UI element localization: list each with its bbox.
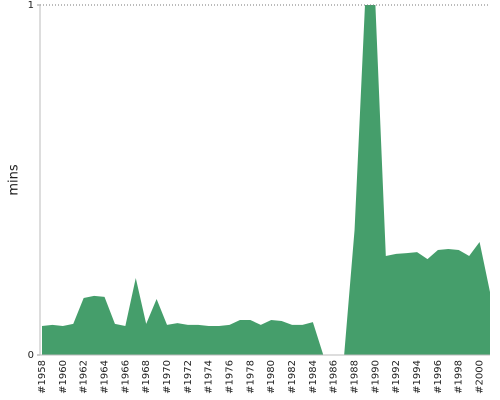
x-tick-label: #1968 — [141, 360, 152, 394]
x-tick-label: #1970 — [162, 360, 173, 394]
x-tick-label: #1962 — [79, 360, 90, 394]
x-tick-label: #1958 — [37, 360, 48, 394]
x-tick-label: #1998 — [454, 360, 465, 394]
x-tick-label: #1984 — [308, 360, 319, 394]
x-tick-label: #1964 — [100, 360, 111, 394]
y-tick-label: 1 — [28, 0, 34, 11]
x-tick-label: #1974 — [204, 360, 215, 394]
x-tick-label: #1972 — [183, 360, 194, 394]
x-tick-label: #1994 — [412, 360, 423, 394]
x-tick-label: #1966 — [120, 360, 131, 394]
x-tick-label: #1992 — [391, 360, 402, 394]
x-tick-label: #1960 — [58, 360, 69, 394]
x-tick-label: #1986 — [329, 360, 340, 394]
x-tick-label: #1980 — [266, 360, 277, 394]
x-tick-label: #1990 — [370, 360, 381, 394]
y-axis-title: mins — [7, 164, 22, 196]
x-tick-label: #1976 — [225, 360, 236, 394]
x-tick-label: #1996 — [433, 360, 444, 394]
area — [42, 5, 490, 355]
y-tick-label: 0 — [28, 350, 34, 361]
x-tick-label: #1982 — [287, 360, 298, 394]
x-tick-label: #1978 — [245, 360, 256, 394]
x-tick-label: #2000 — [475, 360, 486, 394]
x-tick-label: #1988 — [350, 360, 361, 394]
